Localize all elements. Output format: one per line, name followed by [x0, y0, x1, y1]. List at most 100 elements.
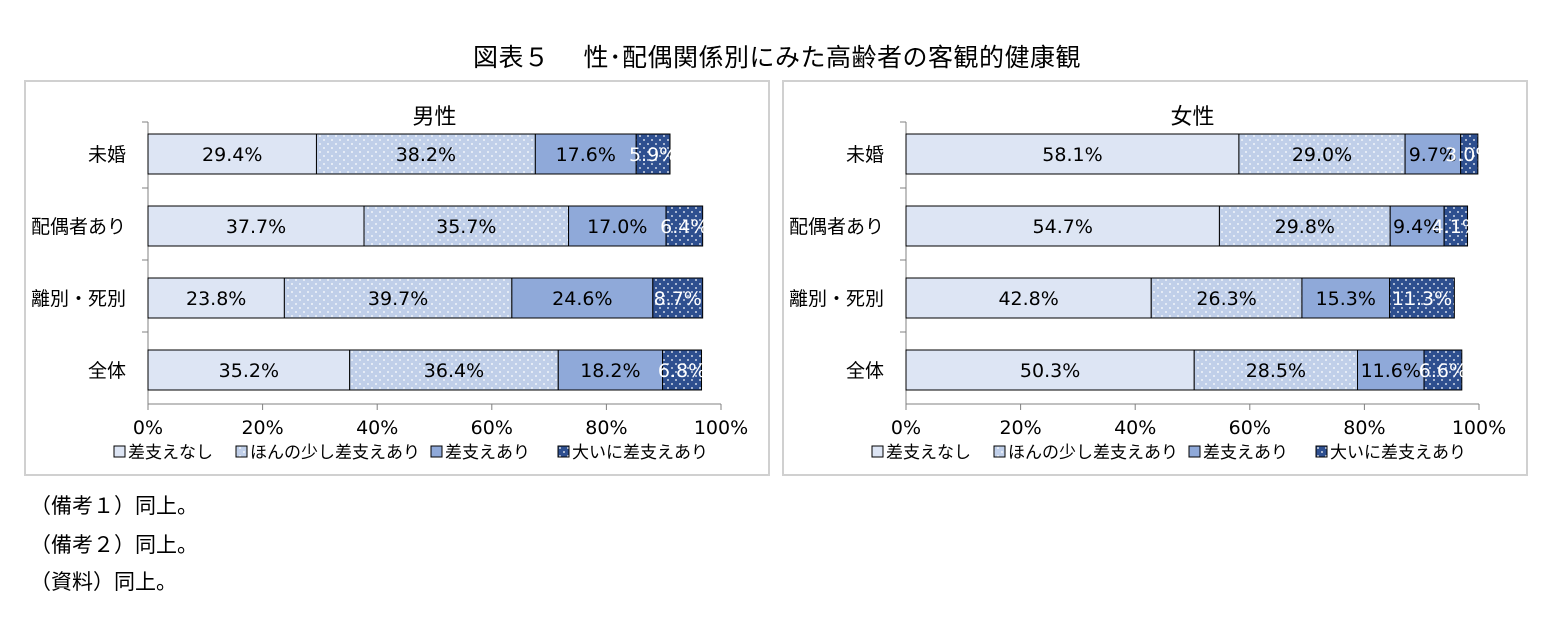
category-label: 配偶者あり [789, 216, 884, 238]
data-label: 24.6% [552, 288, 612, 310]
legend-swatch [235, 445, 248, 458]
category-label: 全体 [88, 360, 126, 382]
x-tick-label: 80% [585, 417, 627, 439]
legend-label: 差支えなし [128, 443, 213, 463]
legend-label: ほんの少し差支えあり [250, 443, 420, 463]
x-tick-label: 0% [133, 417, 163, 439]
bar-segment [905, 205, 1220, 247]
bar-segment [147, 277, 285, 319]
data-label: 29.0% [1292, 144, 1352, 166]
legend-swatch [113, 445, 126, 458]
data-label: 36.4% [424, 360, 484, 382]
category-label: 配偶者あり [31, 216, 126, 238]
legend-label: 差支えなし [886, 443, 971, 463]
bar-segment [534, 133, 637, 175]
x-tick-label: 100% [1452, 417, 1506, 439]
bar-segment [147, 133, 317, 175]
data-label: 35.2% [219, 360, 279, 382]
data-label: 37.7% [226, 216, 286, 238]
chart-title: 女性 [1170, 105, 1214, 130]
chart-panel-female: 女性 0% 20% 40% 60% 80% 100% 未婚 58.1% 29.0% 9.7% 3.0%… [782, 80, 1528, 476]
legend-label: ほんの少し差支えあり [1008, 443, 1178, 463]
data-label: 39.7% [368, 288, 428, 310]
bar-segment [147, 205, 365, 247]
legend-swatch [1315, 445, 1328, 458]
bar-segment [905, 277, 1152, 319]
data-label: 8.7% [654, 288, 702, 310]
legend-swatch [871, 445, 884, 458]
bar-segment [147, 349, 351, 391]
bar-segment [665, 205, 704, 247]
note-3: （資料）同上。 [30, 570, 177, 594]
data-label: 58.1% [1042, 144, 1102, 166]
data-label: 42.8% [998, 288, 1058, 310]
x-tick-label: 40% [356, 417, 398, 439]
bar-segment [1193, 349, 1359, 391]
data-label: 29.8% [1275, 216, 1335, 238]
bar-segment [1443, 205, 1469, 247]
legend-swatch [1188, 445, 1201, 458]
chart-male: 男性 0% 20% 40% 60% 80% 100% 未婚 29.4% 38.2% 17.6% 5.9… [31, 105, 748, 463]
legend-label: 大いに差支えあり [1330, 443, 1466, 463]
x-tick-label: 60% [471, 417, 513, 439]
bar-segment [511, 277, 654, 319]
x-tick-label: 100% [694, 417, 748, 439]
page-title: 図表５ 性･配偶関係別にみた高齢者の客観的健康観 [473, 43, 1081, 72]
category-label: 全体 [846, 360, 884, 382]
data-label: 18.2% [580, 360, 640, 382]
data-label: 35.7% [436, 216, 496, 238]
x-tick-label: 80% [1343, 417, 1385, 439]
note-2: （備考２）同上。 [30, 533, 198, 557]
data-label: 11.6% [1361, 360, 1421, 382]
chart-title: 男性 [412, 105, 456, 130]
x-tick-label: 0% [891, 417, 921, 439]
legend-swatch [430, 445, 443, 458]
legend-label: 差支えあり [1203, 443, 1288, 463]
chart-female: 女性 0% 20% 40% 60% 80% 100% 未婚 58.1% 29.0% 9.7%3.0%… [789, 105, 1506, 463]
category-label: 未婚 [846, 144, 884, 166]
bar-segment [1460, 133, 1479, 175]
bar-segment [1404, 133, 1462, 175]
data-label: 11.3% [1392, 288, 1452, 310]
legend-label: 大いに差支えあり [572, 443, 708, 463]
data-label: 17.0% [587, 216, 647, 238]
bar-segment [1218, 205, 1391, 247]
data-label: 6.6% [1419, 360, 1467, 382]
x-tick-label: 20% [241, 417, 283, 439]
x-tick-label: 60% [1229, 417, 1271, 439]
bar-segment [363, 205, 570, 247]
data-label: 6.8% [658, 360, 706, 382]
category-label: 離別・死別 [31, 288, 126, 310]
data-label: 3.0% [1445, 144, 1493, 166]
bar-segment [349, 349, 559, 391]
data-label: 23.8% [186, 288, 246, 310]
note-1: （備考１）同上。 [30, 494, 198, 518]
legend-label: 差支えあり [445, 443, 530, 463]
bar-segment [315, 133, 536, 175]
category-label: 離別・死別 [789, 288, 884, 310]
data-label: 38.2% [396, 144, 456, 166]
category-label: 未婚 [88, 144, 126, 166]
bar-segment [1389, 277, 1455, 319]
bar-segment [905, 133, 1240, 175]
legend-swatch [557, 445, 570, 458]
bar-segment [1150, 277, 1303, 319]
data-label: 9.7% [1409, 144, 1457, 166]
data-label: 5.9% [629, 144, 677, 166]
data-label: 54.7% [1033, 216, 1093, 238]
bar-segment [283, 277, 513, 319]
bar-segment [1238, 133, 1406, 175]
bar-segment [557, 349, 664, 391]
data-label: 50.3% [1020, 360, 1080, 382]
data-label: 9.4% [1393, 216, 1441, 238]
data-label: 4.1% [1432, 216, 1480, 238]
bar-segment [662, 349, 703, 391]
data-label: 15.3% [1316, 288, 1376, 310]
legend-swatch [993, 445, 1006, 458]
bar-segment [635, 133, 671, 175]
bar-segment [652, 277, 704, 319]
bar-segment [1423, 349, 1463, 391]
bar-segment [568, 205, 667, 247]
x-tick-label: 20% [999, 417, 1041, 439]
data-label: 6.4% [660, 216, 708, 238]
